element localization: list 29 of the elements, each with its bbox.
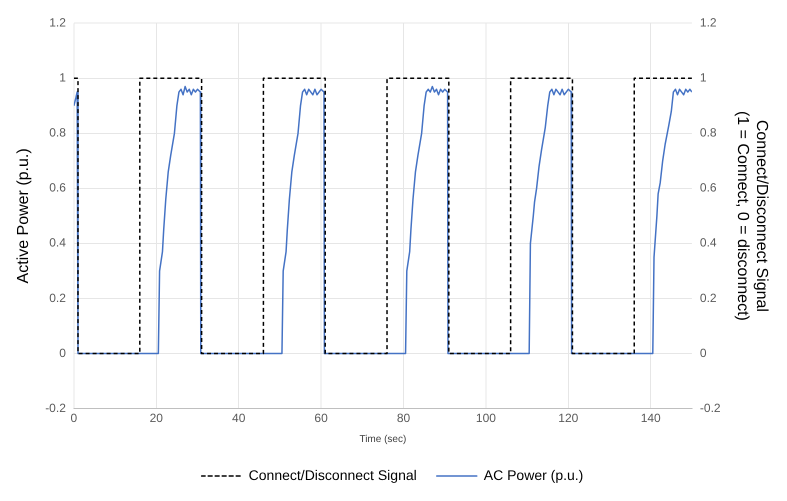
- y-tick-label: 0.2: [49, 290, 66, 305]
- x-tick-label: 60: [314, 411, 328, 426]
- y-tick-label: 0.8: [49, 126, 66, 140]
- y-axis-title: Active Power (p.u.): [15, 148, 32, 284]
- y2-tick-label: -0.2: [700, 400, 721, 415]
- y-tick-label: 0: [59, 346, 66, 360]
- y2-axis-title: Connect/Disconnect Signal (1 = Connect, 0 = disconnect): [734, 110, 770, 321]
- x-tick-label: 120: [558, 411, 579, 426]
- x-tick-label: 20: [150, 411, 164, 426]
- x-tick-label: 100: [476, 411, 496, 426]
- y-tick-label: 1: [59, 70, 66, 85]
- y2-tick-label: 0.8: [700, 126, 717, 140]
- x-tick-label: 40: [232, 411, 246, 426]
- x-tick-label: 140: [640, 411, 662, 426]
- y-tick-label: 0.4: [49, 236, 66, 250]
- y2-tick-label: 0.4: [700, 236, 717, 250]
- y-tick-label: -0.2: [45, 400, 66, 415]
- y2-tick-label: 0.2: [700, 290, 717, 305]
- x-tick-label: 80: [396, 411, 410, 426]
- x-axis-title: Time (sec): [359, 434, 406, 445]
- y-tick-label: 1.2: [49, 16, 66, 30]
- y2-tick-label: 1.2: [700, 16, 717, 30]
- y-tick-label: 0.6: [49, 180, 66, 195]
- y2-tick-label: 0.6: [700, 180, 717, 195]
- x-tick-label: 0: [70, 411, 78, 426]
- legend-label: AC Power (p.u.): [484, 466, 584, 483]
- y2-tick-label: 1: [700, 70, 707, 85]
- y2-tick-label: 0: [700, 346, 707, 360]
- legend-label: Connect/Disconnect Signal: [248, 466, 417, 483]
